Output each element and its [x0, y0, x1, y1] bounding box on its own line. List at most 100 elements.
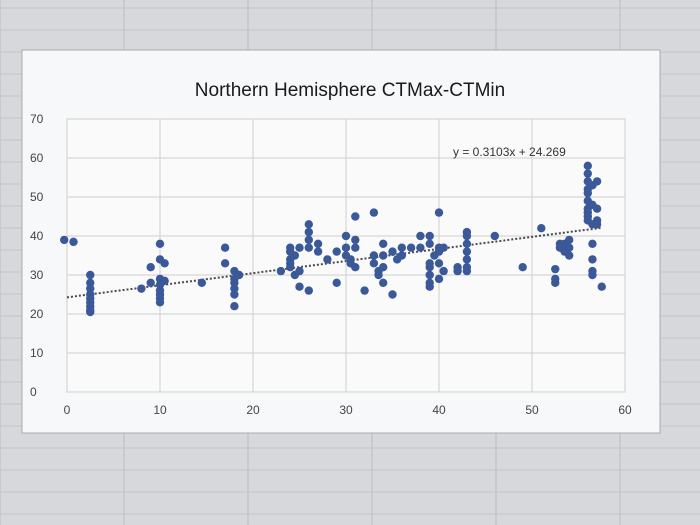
data-point	[351, 263, 360, 272]
data-point	[220, 259, 230, 268]
data-point	[379, 239, 388, 248]
data-point	[397, 251, 406, 260]
data-point	[86, 284, 95, 293]
data-point	[425, 239, 434, 248]
x-tick-label: 50	[525, 403, 539, 417]
x-axis-ticks: 0 10 20 30 40 50 60	[64, 403, 632, 417]
data-point	[597, 282, 606, 291]
data-point	[295, 266, 304, 276]
data-point	[518, 263, 527, 272]
data-point	[439, 243, 448, 252]
data-point	[304, 286, 313, 295]
data-point	[434, 259, 444, 268]
scatter-points	[60, 161, 606, 317]
data-point	[551, 278, 560, 287]
data-point	[323, 255, 332, 264]
data-point	[332, 247, 341, 256]
x-tick-label: 0	[64, 403, 71, 417]
data-point	[379, 263, 388, 272]
data-point	[341, 231, 351, 241]
data-point	[155, 298, 165, 307]
data-point	[230, 278, 239, 287]
data-point	[462, 239, 472, 248]
data-point	[86, 270, 95, 280]
data-point	[304, 227, 313, 237]
y-tick-label: 30	[30, 268, 44, 282]
data-point	[583, 169, 592, 178]
data-point	[397, 243, 406, 252]
data-point	[588, 270, 597, 280]
data-point	[416, 243, 425, 252]
y-tick-label: 60	[30, 151, 44, 165]
data-point	[439, 266, 448, 276]
y-tick-label: 50	[30, 190, 44, 204]
data-point	[197, 278, 207, 287]
data-point	[588, 255, 597, 264]
y-tick-label: 10	[30, 346, 44, 360]
data-point	[230, 290, 239, 299]
data-point	[551, 264, 560, 274]
data-point	[304, 243, 313, 252]
data-point	[537, 224, 546, 233]
y-tick-label: 40	[30, 229, 44, 243]
data-point	[155, 239, 165, 248]
y-tick-label: 0	[30, 385, 37, 399]
data-point	[388, 290, 397, 299]
chart-title: Northern Hemisphere CTMax-CTMin	[195, 80, 505, 101]
data-point	[146, 263, 155, 272]
data-point	[230, 302, 239, 311]
data-point	[160, 276, 169, 286]
y-axis-ticks: 0 10 20 30 40 50 60 70	[30, 112, 44, 399]
data-point	[351, 235, 360, 245]
data-point	[160, 259, 169, 268]
data-point	[565, 243, 574, 252]
data-point	[304, 220, 313, 229]
data-point	[351, 243, 360, 252]
data-point	[425, 231, 434, 241]
data-point	[462, 231, 472, 241]
data-point	[286, 263, 295, 272]
data-point	[462, 266, 472, 276]
data-point	[425, 282, 434, 291]
data-point	[379, 278, 388, 287]
data-point	[369, 208, 379, 217]
data-point	[295, 243, 304, 252]
data-point	[379, 251, 388, 260]
data-point	[369, 259, 379, 268]
data-point	[295, 282, 304, 291]
data-point	[146, 278, 155, 287]
data-point	[290, 251, 300, 260]
y-tick-label: 70	[30, 112, 44, 126]
data-point	[341, 243, 351, 252]
data-point	[388, 247, 397, 256]
x-tick-label: 10	[153, 403, 167, 417]
data-point	[425, 270, 434, 280]
data-point	[592, 177, 602, 186]
data-point	[583, 188, 592, 198]
data-point	[592, 204, 602, 213]
data-point	[406, 243, 416, 252]
data-point	[416, 231, 425, 241]
y-tick-label: 20	[30, 307, 44, 321]
data-point	[230, 284, 239, 293]
data-point	[69, 237, 78, 247]
data-point	[462, 247, 472, 256]
data-point	[565, 251, 574, 260]
data-point	[592, 220, 602, 229]
x-tick-label: 60	[618, 403, 632, 417]
trendline-equation: y = 0.3103x + 24.269	[453, 145, 566, 159]
data-point	[425, 263, 434, 272]
data-point	[351, 212, 360, 221]
data-point	[462, 255, 472, 264]
data-point	[313, 247, 323, 256]
data-point	[304, 235, 313, 245]
data-point	[434, 274, 444, 284]
data-point	[86, 307, 95, 317]
data-point	[453, 266, 462, 276]
data-point	[276, 266, 286, 276]
data-point	[137, 284, 146, 293]
x-tick-label: 30	[339, 403, 353, 417]
x-tick-label: 40	[432, 403, 446, 417]
data-point	[360, 286, 369, 295]
